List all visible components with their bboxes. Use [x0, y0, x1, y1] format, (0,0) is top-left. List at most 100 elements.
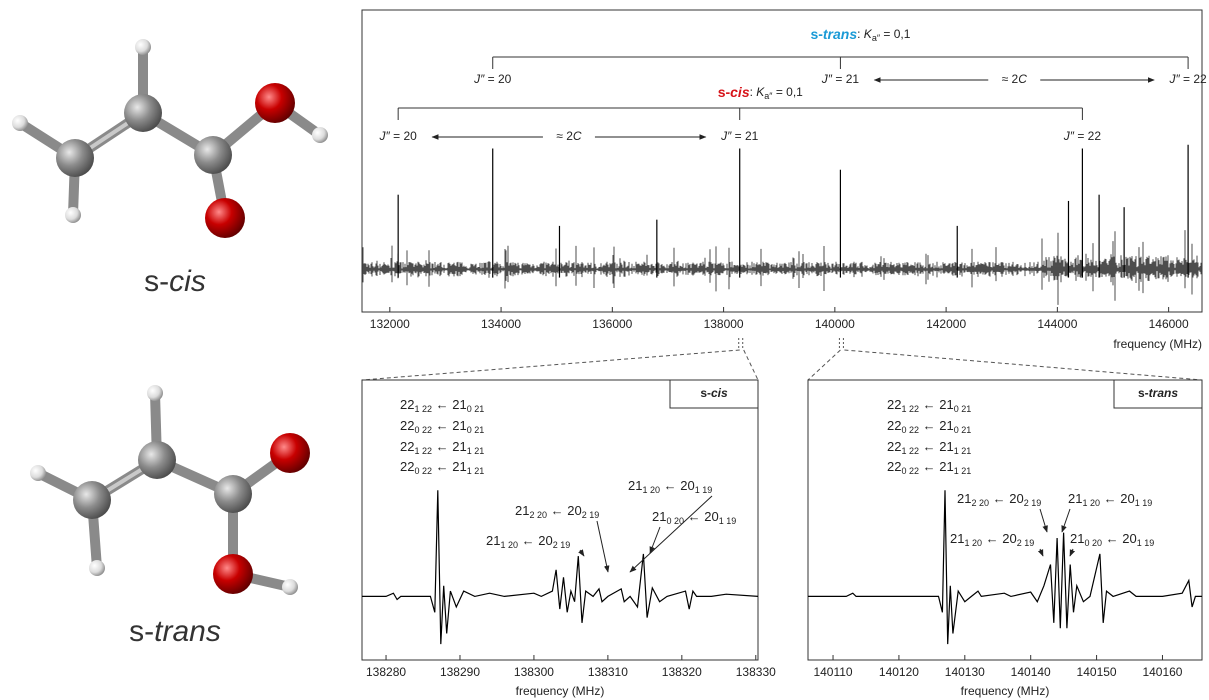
text-part: 21 [452, 439, 466, 454]
progression-title: s-cis: Ka″ = 0,1 [718, 84, 803, 102]
text-part: 21 [939, 459, 953, 474]
text-part: 20 [1120, 491, 1134, 506]
text-part: 1 22 [414, 404, 432, 414]
annotation: 221 22 ← 211 21 [887, 439, 971, 456]
text-part: ← [684, 509, 704, 524]
text-part: 2 19 [1024, 498, 1042, 508]
annotation: 211 20 ← 202 19 [486, 533, 570, 550]
text-part: 2 19 [582, 510, 600, 520]
annotation: 220 22 ← 210 21 [887, 418, 971, 435]
figure: s-cis s-trans 13200013400013600013800014… [0, 0, 1209, 700]
annotation: J″ = 20 [473, 72, 512, 86]
text-part: 20 [1002, 531, 1016, 546]
x-tick-label: 136000 [592, 317, 632, 331]
break-mark [739, 338, 743, 350]
molecule-label: s-cis [144, 265, 206, 298]
text-part: 1 22 [414, 446, 432, 456]
x-axis-label: frequency (MHz) [1113, 337, 1202, 351]
annotation: 210 20 ← 201 19 [1070, 531, 1154, 548]
text-part: 22 [400, 397, 414, 412]
text-part: ← [432, 418, 452, 433]
text-part: ← [919, 418, 939, 433]
annotation: 220 22 ← 210 21 [400, 418, 484, 435]
text-part: 1 21 [467, 446, 485, 456]
text-part: 0 22 [901, 425, 919, 435]
text-part: 22 [400, 439, 414, 454]
x-tick-label: 140110 [813, 665, 852, 679]
x-tick-label: 138320 [662, 665, 702, 679]
text-part: trans [823, 26, 857, 42]
zoom-connector [362, 350, 740, 380]
annotation: J″ = 21 [821, 72, 860, 86]
text-part: cis [711, 386, 728, 400]
text-part: J″ [720, 129, 732, 143]
x-tick-label: 138280 [366, 665, 406, 679]
text-part: 0 21 [467, 425, 485, 435]
text-part: s- [810, 26, 823, 42]
text-part: = 0,1 [773, 85, 804, 99]
molecule-s-cis [12, 39, 328, 238]
text-part: 2 20 [529, 510, 547, 520]
text-part: J″ [1063, 129, 1075, 143]
text-part: 1 19 [1135, 498, 1153, 508]
x-tick-label: 140150 [1077, 665, 1117, 679]
x-tick-label: 140140 [1011, 665, 1051, 679]
text-part: 21 [452, 418, 466, 433]
text-part: 0 22 [414, 425, 432, 435]
text-part: = 22 [1074, 129, 1101, 143]
text-part: 2 20 [971, 498, 989, 508]
text-part: 21 [1068, 491, 1082, 506]
annotation: 221 22 ← 210 21 [400, 397, 484, 414]
text-part: 22 [400, 418, 414, 433]
text-part: C [573, 129, 582, 143]
text-part: J″ [379, 129, 391, 143]
text-part: 0 21 [954, 404, 972, 414]
text-part: 0 21 [954, 425, 972, 435]
x-tick-label: 140130 [945, 665, 985, 679]
text-part: : [750, 85, 757, 99]
text-part: = 20 [484, 72, 511, 86]
x-tick-label: 140120 [879, 665, 919, 679]
annotation: 211 20 ← 201 19 [628, 478, 712, 495]
text-part: trans [1149, 386, 1179, 400]
text-part: 0 22 [901, 466, 919, 476]
text-part: 1 19 [1137, 538, 1155, 548]
text-part: 21 [628, 478, 642, 493]
text-part: 1 20 [642, 485, 660, 495]
zoom-connector [844, 350, 1202, 380]
text-part: ← [919, 439, 939, 454]
text-part: 21 [515, 503, 529, 518]
text-part: 21 [452, 459, 466, 474]
x-tick-label: 138290 [440, 665, 480, 679]
text-part: ← [660, 478, 680, 493]
text-part: 21 [486, 533, 500, 548]
annotation: 221 22 ← 211 21 [400, 439, 484, 456]
x-axis-label: frequency (MHz) [961, 684, 1050, 698]
pointer-arrow [1062, 509, 1070, 532]
x-tick-label: 138310 [588, 665, 628, 679]
text-part: 20 [680, 478, 694, 493]
x-tick-label: 138300 [514, 665, 554, 679]
text-part: 0 21 [467, 404, 485, 414]
annotation: 211 20 ← 201 19 [1068, 491, 1152, 508]
panel-tag: s-cis [700, 386, 728, 400]
text-part: 1 20 [964, 538, 982, 548]
annotation: ≈ 2C [1002, 72, 1028, 86]
text-part: 1 19 [695, 485, 713, 495]
text-part: ← [432, 439, 452, 454]
text-part: ← [982, 531, 1002, 546]
annotation: ≈ 2C [556, 129, 582, 143]
text-part: ≈ 2 [556, 129, 573, 143]
zoom-connector [744, 350, 758, 380]
pointer-arrow [1040, 509, 1047, 532]
pointer-arrow [597, 521, 608, 572]
text-part: 21 [452, 397, 466, 412]
pointer-arrow [630, 496, 712, 572]
text-part: 0 20 [1084, 538, 1102, 548]
text-part: ← [547, 503, 567, 518]
text-part: 1 20 [500, 540, 518, 550]
text-part: 2 19 [1017, 538, 1035, 548]
text-part: J″ [821, 72, 833, 86]
annotation: J″ = 21 [720, 129, 759, 143]
x-tick-label: 138330 [736, 665, 776, 679]
